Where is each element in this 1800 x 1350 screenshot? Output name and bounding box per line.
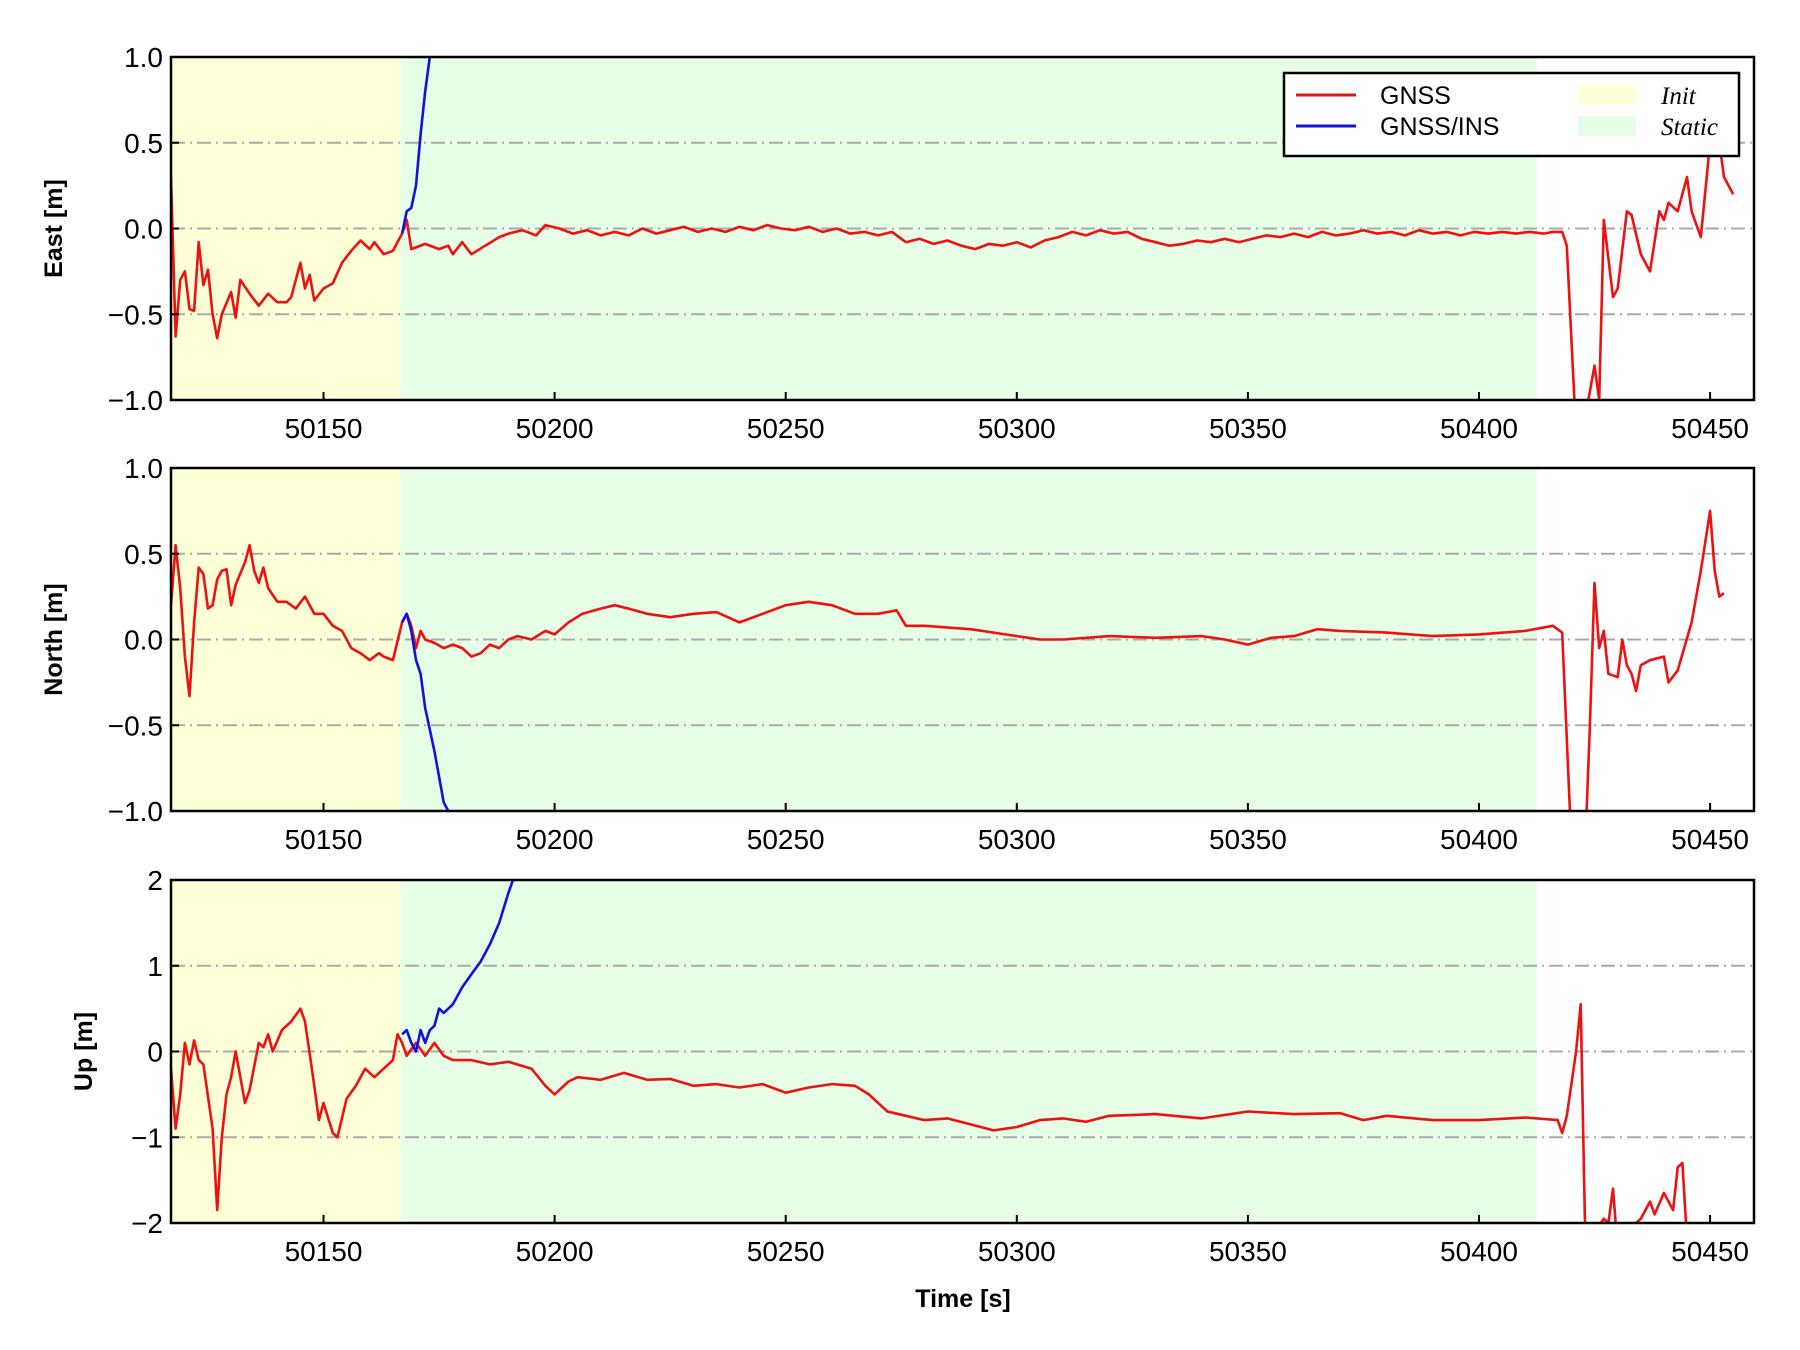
y-tick-label: −0.5 [108,299,163,330]
series-gnss-ins [400,612,450,811]
series-gnss [171,1003,1688,1223]
legend-label: Init [1660,83,1697,110]
x-tick-label: 50400 [1440,413,1518,444]
y-tick-label: −1.0 [108,796,163,827]
y-tick-label: 1 [147,951,163,982]
series-gnss [171,72,1735,400]
x-tick-label: 50350 [1209,1236,1287,1267]
y-tick-label: 0.5 [124,539,163,570]
x-tick-label: 50150 [285,413,363,444]
x-tick-label: 50400 [1440,824,1518,855]
x-tick-label: 50300 [978,824,1056,855]
y-axis-label: Up [m] [70,1012,98,1091]
x-tick-label: 50250 [747,413,825,444]
panel-1: −1.0 −0.5 0.0 0.5 1.0 50150 50200 50250 50300 503… [40,453,1756,855]
y-tick-label: 0 [147,1037,163,1068]
x-tick-label: 50200 [516,824,594,855]
x-tick-label: 50250 [747,1236,825,1267]
x-axis-label: Time [s] [915,1285,1010,1313]
y-tick-label: −2 [131,1208,163,1239]
y-tick-label: −0.5 [108,710,163,741]
y-tick-label: 0.0 [124,625,163,656]
legend-patch-0 [1578,85,1636,105]
y-axis-label: East [m] [40,179,68,278]
series-gnss [171,509,1725,811]
series-gnss-ins [401,880,515,1053]
legend-label: GNSS [1380,82,1451,110]
x-tick-label: 50400 [1440,1236,1518,1267]
y-tick-label: 0.5 [124,128,163,159]
legend-label: GNSS/INS [1380,113,1499,141]
legend-label: Static [1661,114,1718,141]
x-tick-label: 50450 [1671,1236,1749,1267]
series-gnss-ins [400,57,432,234]
x-tick-label: 50450 [1671,824,1749,855]
y-tick-label: 2 [147,865,163,896]
x-tick-label: 50150 [285,1236,363,1267]
panel-2: −2 −1 0 1 2 50150 50200 50250 50300 50350 50400 504… [70,865,1756,1267]
x-tick-label: 50200 [516,413,594,444]
x-tick-label: 50300 [978,413,1056,444]
y-tick-label: −1.0 [108,385,163,416]
y-tick-label: 0.0 [124,214,163,245]
x-tick-label: 50300 [978,1236,1056,1267]
y-tick-label: 1.0 [124,42,163,73]
y-tick-label: −1 [131,1122,163,1153]
legend: GNSS GNSS/INS Init Static [1282,71,1741,158]
x-tick-label: 50150 [285,824,363,855]
x-tick-label: 50350 [1209,824,1287,855]
y-tick-label: 1.0 [124,453,163,484]
x-tick-label: 50350 [1209,413,1287,444]
x-tick-label: 50450 [1671,413,1749,444]
legend-patch-1 [1578,116,1636,136]
x-tick-label: 50200 [516,1236,594,1267]
y-axis-label: North [m] [40,583,68,695]
x-tick-label: 50250 [747,824,825,855]
